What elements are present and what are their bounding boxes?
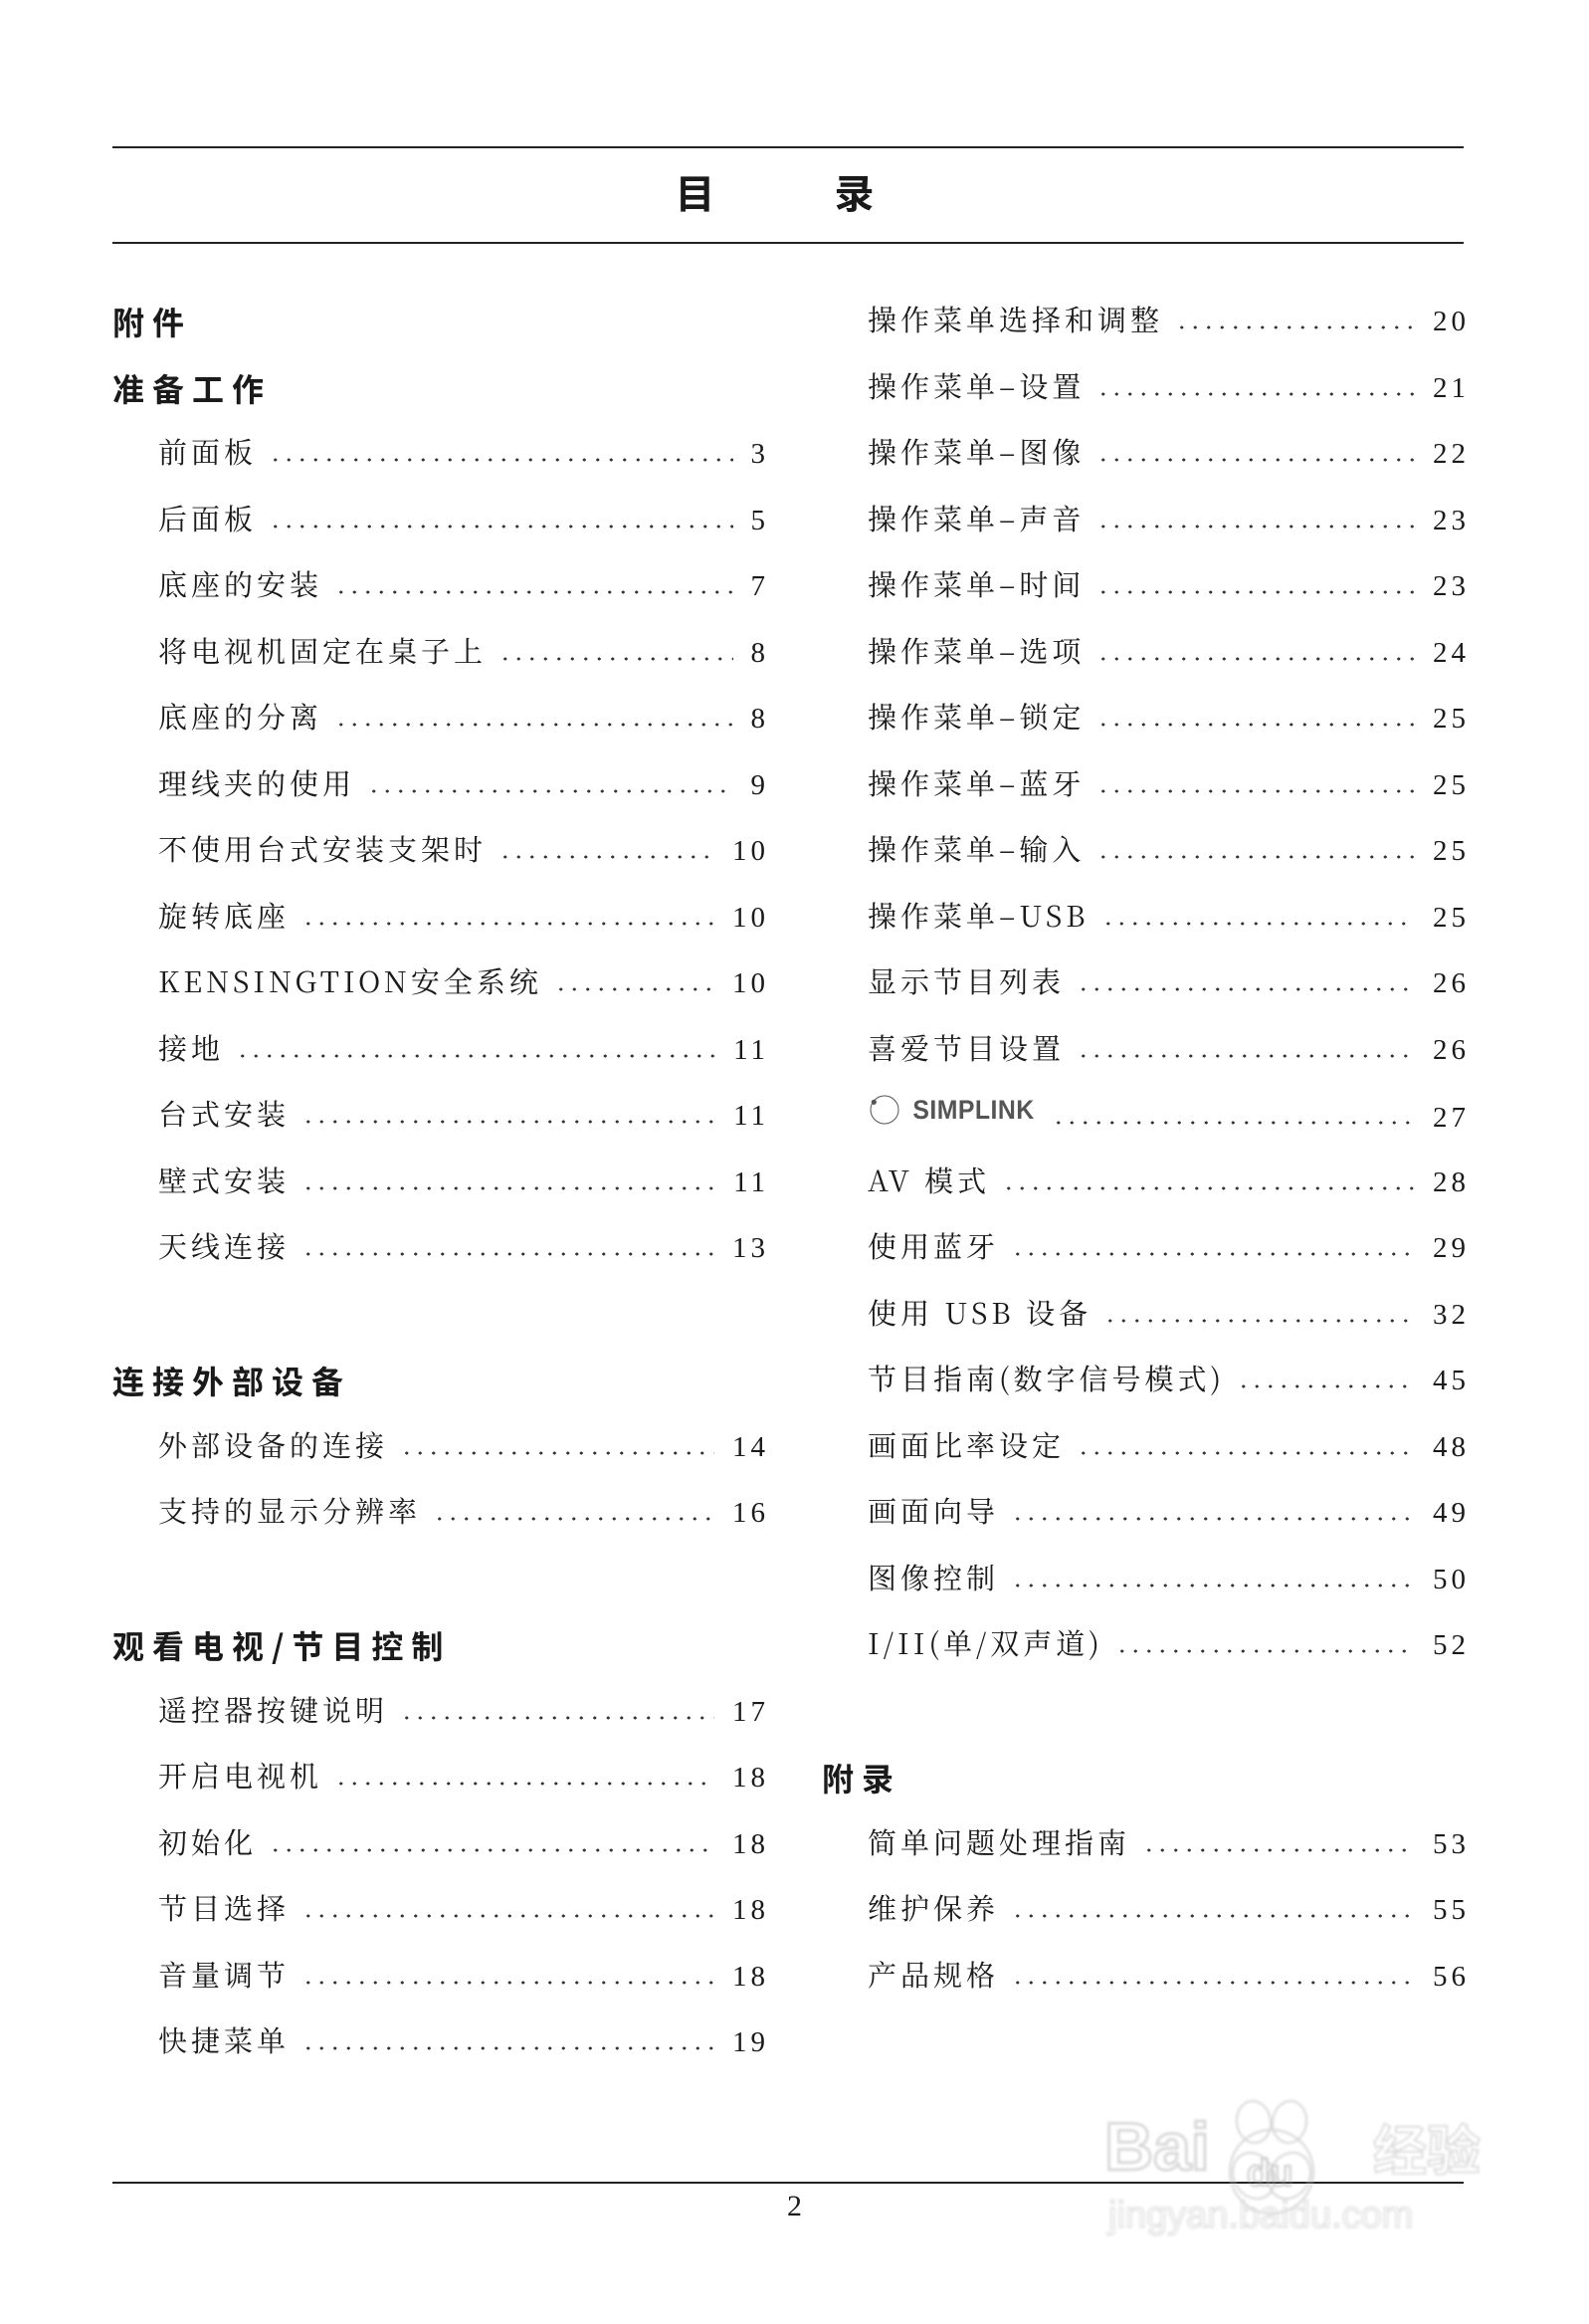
svg-text:jingyan.baidu.com: jingyan.baidu.com [1107, 2195, 1413, 2236]
svg-text:du: du [1247, 2153, 1292, 2195]
svg-text:经验: 经验 [1373, 2107, 1481, 2186]
svg-text:Bai: Bai [1104, 2109, 1210, 2185]
